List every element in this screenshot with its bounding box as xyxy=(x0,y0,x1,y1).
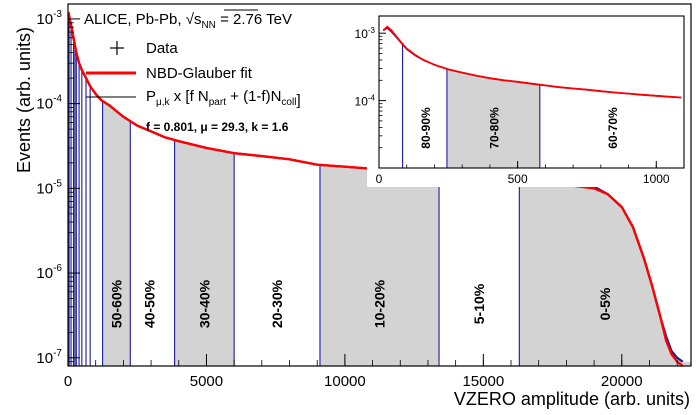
centrality-label: 5-10% xyxy=(471,283,487,324)
x-tick-label: 0 xyxy=(64,373,72,390)
band-70-80pct xyxy=(446,69,540,168)
y-tick-label: 10-4 xyxy=(36,94,62,113)
centrality-label: 50-60% xyxy=(108,279,124,328)
main-plot-frame xyxy=(67,3,692,367)
fit-parameters: f = 0.801, μ = 29.3, k = 1.6 xyxy=(146,120,289,134)
legend-marker-data xyxy=(110,41,124,55)
x-tick-label: 15000 xyxy=(462,373,504,390)
x-tick-label: 10000 xyxy=(324,373,366,390)
centrality-label: 30-40% xyxy=(196,279,212,328)
centrality-label: 10-20% xyxy=(372,279,388,328)
inset-plot-frame xyxy=(378,15,685,169)
band-50-60pct xyxy=(102,101,131,366)
y-tick-label: 10-5 xyxy=(36,178,62,197)
centrality-label: 80-90% xyxy=(419,107,433,149)
centrality-label: 70-80% xyxy=(487,107,501,149)
band-10-20pct xyxy=(320,164,439,366)
x-tick-label: 1000 xyxy=(643,172,670,186)
inset-y-ticks: 10-4 10-3 xyxy=(355,26,386,149)
main-x-ticks: 0 5000 10000 15000 20000 xyxy=(64,354,678,390)
centrality-label: 60-70% xyxy=(606,107,620,149)
centrality-label: 40-50% xyxy=(142,279,158,328)
inset-x-ticks: 0 500 1000 xyxy=(376,161,685,186)
x-tick-label: 20000 xyxy=(601,373,643,390)
legend-label-data: Data xyxy=(146,40,178,57)
series-fit-line xyxy=(67,11,684,367)
inset: 70-80% 80-90% 60-70% 0 500 1000 10-4 10-3 xyxy=(355,6,689,187)
inset-band-labels: 70-80% 80-90% 60-70% xyxy=(419,107,620,149)
main-series xyxy=(67,11,684,367)
inset-band-edges xyxy=(402,44,541,168)
legend-label-model: Pμ,k x [f Npart + (1-f)Ncoll] xyxy=(146,88,301,109)
inset-series xyxy=(382,25,682,99)
legend-label-fit: NBD-Glauber fit xyxy=(146,65,253,82)
y-tick-label: 10-7 xyxy=(36,348,62,367)
inset-centrality-bands xyxy=(446,69,540,168)
x-tick-label: 5000 xyxy=(190,373,223,390)
main-band-edges xyxy=(68,17,520,366)
x-axis-title: VZERO amplitude (arb. units) xyxy=(454,389,690,409)
y-axis-title: Events (arb. units) xyxy=(14,27,34,173)
x-tick-label: 500 xyxy=(508,172,528,186)
y-tick-label: 10-6 xyxy=(36,263,62,282)
y-tick-label: 10-3 xyxy=(36,9,62,28)
legend: ALICE, Pb-Pb, √sNN = 2.76 TeV Data NBD-G… xyxy=(84,9,301,134)
legend-title: ALICE, Pb-Pb, √sNN = 2.76 TeV xyxy=(84,11,292,31)
series-fit-line xyxy=(382,25,682,99)
band-0-5pct xyxy=(519,182,691,366)
band-30-40pct xyxy=(174,140,235,366)
main-axes: 0 5000 10000 15000 20000 10-710-610-510-410-… xyxy=(36,3,692,390)
centrality-label: 0-5% xyxy=(597,287,613,320)
centrality-label: 20-30% xyxy=(269,279,285,328)
y-tick-label: 10-3 xyxy=(355,26,376,41)
main-band-labels: 50-60% 30-40% 10-20% 0-5% 40-50% 20-30% 5-10% xyxy=(108,279,613,328)
y-tick-label: 10-4 xyxy=(355,94,376,109)
x-tick-label: 0 xyxy=(376,172,383,186)
main-y-ticks: 10-7 10-6 10-5 10-4 10-3 xyxy=(36,9,80,367)
main-centrality-bands xyxy=(102,101,691,366)
